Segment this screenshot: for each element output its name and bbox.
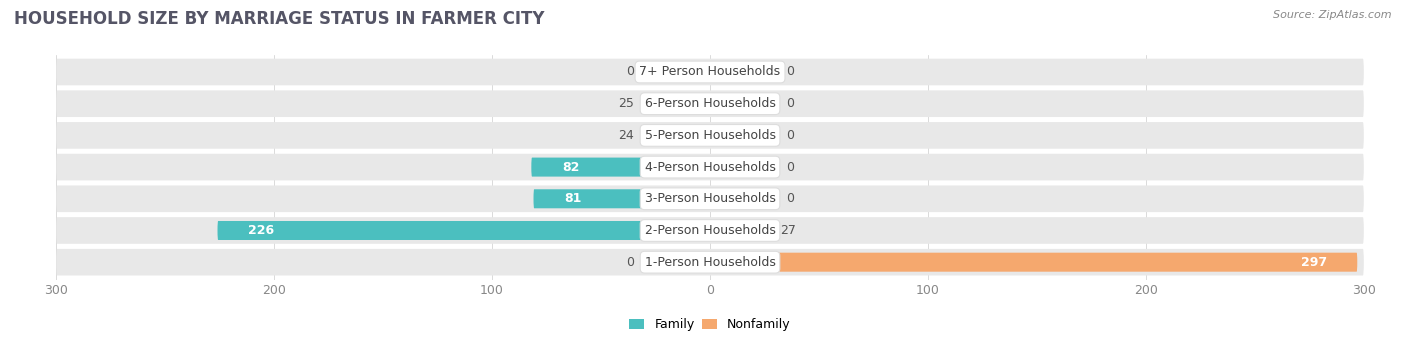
- Text: 0: 0: [626, 65, 634, 78]
- Text: 1-Person Households: 1-Person Households: [644, 256, 776, 269]
- Text: 82: 82: [562, 161, 579, 174]
- Text: 0: 0: [786, 129, 794, 142]
- Text: 0: 0: [786, 65, 794, 78]
- FancyBboxPatch shape: [56, 217, 1364, 244]
- Text: 0: 0: [786, 192, 794, 205]
- Text: 0: 0: [786, 161, 794, 174]
- FancyBboxPatch shape: [710, 62, 776, 81]
- Text: 297: 297: [1301, 256, 1327, 269]
- FancyBboxPatch shape: [710, 189, 776, 208]
- Legend: Family, Nonfamily: Family, Nonfamily: [624, 313, 796, 336]
- Text: 81: 81: [564, 192, 582, 205]
- Text: 4-Person Households: 4-Person Households: [644, 161, 776, 174]
- FancyBboxPatch shape: [710, 126, 776, 145]
- Text: 6-Person Households: 6-Person Households: [644, 97, 776, 110]
- Text: 27: 27: [780, 224, 796, 237]
- FancyBboxPatch shape: [533, 189, 710, 208]
- FancyBboxPatch shape: [710, 94, 776, 113]
- Text: 0: 0: [786, 97, 794, 110]
- Text: 5-Person Households: 5-Person Households: [644, 129, 776, 142]
- FancyBboxPatch shape: [56, 59, 1364, 85]
- FancyBboxPatch shape: [644, 62, 710, 81]
- FancyBboxPatch shape: [710, 158, 776, 177]
- Text: 24: 24: [619, 129, 634, 142]
- Text: 0: 0: [626, 256, 634, 269]
- FancyBboxPatch shape: [56, 154, 1364, 180]
- FancyBboxPatch shape: [56, 90, 1364, 117]
- Text: 2-Person Households: 2-Person Households: [644, 224, 776, 237]
- FancyBboxPatch shape: [710, 221, 776, 240]
- Text: 226: 226: [247, 224, 274, 237]
- FancyBboxPatch shape: [531, 158, 710, 177]
- FancyBboxPatch shape: [644, 126, 710, 145]
- FancyBboxPatch shape: [56, 122, 1364, 149]
- FancyBboxPatch shape: [644, 253, 710, 272]
- Text: 3-Person Households: 3-Person Households: [644, 192, 776, 205]
- FancyBboxPatch shape: [56, 186, 1364, 212]
- Text: Source: ZipAtlas.com: Source: ZipAtlas.com: [1274, 10, 1392, 20]
- Text: HOUSEHOLD SIZE BY MARRIAGE STATUS IN FARMER CITY: HOUSEHOLD SIZE BY MARRIAGE STATUS IN FAR…: [14, 10, 544, 28]
- Text: 25: 25: [617, 97, 634, 110]
- Text: 7+ Person Households: 7+ Person Households: [640, 65, 780, 78]
- FancyBboxPatch shape: [56, 249, 1364, 276]
- FancyBboxPatch shape: [710, 253, 1357, 272]
- FancyBboxPatch shape: [644, 94, 710, 113]
- FancyBboxPatch shape: [218, 221, 710, 240]
